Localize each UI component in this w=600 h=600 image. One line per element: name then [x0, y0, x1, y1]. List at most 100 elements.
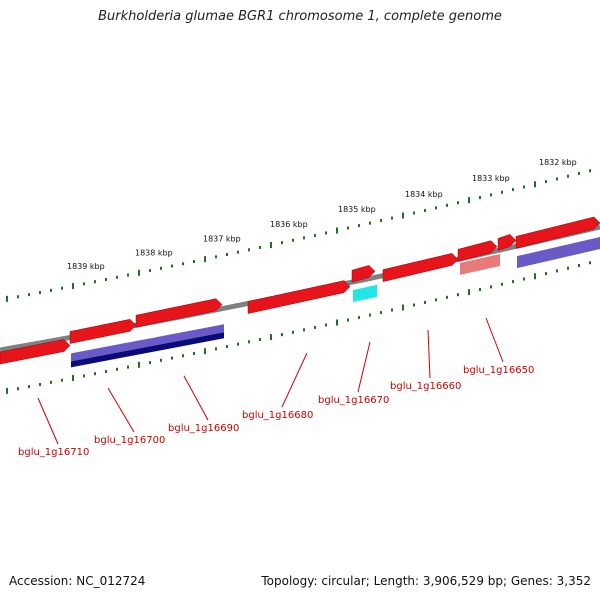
inner-tick [369, 313, 371, 317]
outer-tick [204, 256, 206, 263]
inner-tick [61, 378, 63, 382]
inner-tick [182, 354, 184, 358]
outer-tick [589, 169, 591, 173]
label-leader-line [357, 341, 371, 393]
blast-hit [71, 324, 224, 362]
gene-label: bglu_1g16700 [94, 435, 165, 446]
label-leader-lines [37, 317, 504, 445]
outer-tick [490, 193, 492, 197]
outer-tick [435, 206, 437, 210]
inner-tick [413, 303, 415, 307]
label-leader-line [485, 317, 504, 363]
outer-tick [303, 236, 305, 240]
map-title: Burkholderia glumae BGR1 chromosome 1, c… [98, 9, 502, 24]
outer-tick [380, 219, 382, 223]
outer-tick [402, 212, 404, 219]
outer-tick [347, 226, 349, 230]
outer-tick [270, 242, 272, 249]
inner-tick [512, 280, 514, 284]
outer-tick [578, 171, 580, 175]
gene-arrow [457, 240, 498, 262]
outer-tick [149, 269, 151, 273]
inner-tick [83, 374, 85, 378]
outer-tick [369, 221, 371, 225]
inner-tick [479, 288, 481, 292]
inner-tick [160, 358, 162, 362]
kbp-label: 1838 kbp [135, 248, 173, 257]
gene-arrow [0, 339, 71, 365]
outer-tick [534, 181, 536, 188]
outer-tick [116, 275, 118, 279]
inner-tick [39, 383, 41, 387]
outer-tick [39, 291, 41, 295]
inner-tick [325, 323, 327, 327]
label-leader-line [281, 352, 308, 408]
gene-arrow [247, 280, 351, 314]
inner-tick [402, 304, 404, 311]
outer-tick [567, 174, 569, 178]
topology-text: Topology: circular; Length: 3,906,529 bp… [261, 574, 591, 588]
label-leader-line [107, 387, 135, 433]
inner-tick [204, 348, 206, 355]
outer-tick [237, 250, 239, 254]
outer-tick [138, 269, 140, 276]
inner-tick [259, 337, 261, 341]
inner-tick [468, 289, 470, 296]
gene-arrow [351, 265, 376, 283]
inner-tick [567, 266, 569, 270]
inner-tick [314, 325, 316, 329]
outer-tick [413, 211, 415, 215]
outer-tick [182, 262, 184, 266]
outer-tick [292, 238, 294, 242]
label-leader-line [427, 329, 431, 379]
outer-tick [28, 293, 30, 297]
inner-tick [270, 334, 272, 341]
inner-tick [545, 272, 547, 276]
inner-tick [17, 387, 19, 391]
inner-tick [281, 333, 283, 337]
outer-tick [391, 216, 393, 220]
kbp-label: 1839 kbp [67, 262, 105, 271]
inner-tick [578, 263, 580, 267]
gene-label: bglu_1g16710 [18, 447, 89, 458]
inner-tick [94, 372, 96, 376]
blast-hit [517, 237, 600, 269]
inner-tick [391, 308, 393, 312]
inner-tick [501, 282, 503, 286]
outer-tick [523, 185, 525, 189]
inner-tick [6, 387, 8, 394]
outer-tick [6, 295, 8, 302]
kbp-label: 1834 kbp [405, 190, 443, 199]
inner-tick [336, 319, 338, 326]
inner-tick [105, 369, 107, 373]
inner-tick [127, 365, 129, 369]
inner-tick [171, 356, 173, 360]
inner-tick [72, 375, 74, 382]
label-leader-line [37, 397, 59, 445]
inner-tick [523, 277, 525, 281]
outer-tick [457, 201, 459, 205]
outer-tick [226, 253, 228, 257]
inner-tick [215, 347, 217, 351]
gene-arrow [69, 319, 137, 344]
inner-tick [292, 330, 294, 334]
outer-tick [171, 264, 173, 268]
outer-tick [468, 197, 470, 204]
outer-tick [281, 241, 283, 245]
gene-label: bglu_1g16690 [168, 423, 239, 434]
gene-arrow [382, 253, 459, 282]
outer-tick [17, 295, 19, 299]
inner-tick [424, 300, 426, 304]
gene-arrow [497, 234, 517, 251]
inner-tick [589, 261, 591, 265]
outer-tick [259, 245, 261, 249]
blast-hit [71, 332, 224, 368]
accession-text: Accession: NC_012724 [9, 574, 146, 588]
kbp-label: 1835 kbp [338, 205, 376, 214]
kbp-label: 1836 kbp [270, 220, 308, 229]
inner-tick [248, 340, 250, 344]
kbp-label: 1837 kbp [203, 234, 241, 243]
outer-tick [325, 231, 327, 235]
gene-label: bglu_1g16680 [242, 410, 313, 421]
outer-tick [545, 180, 547, 184]
